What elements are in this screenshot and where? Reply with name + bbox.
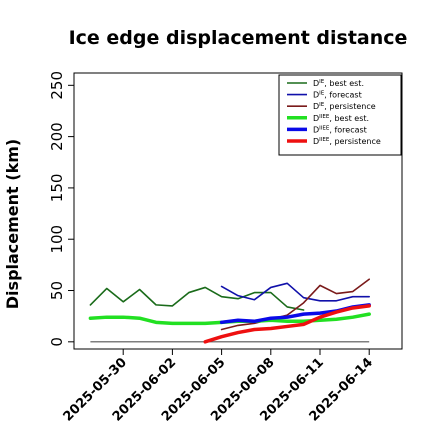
legend: DIE, best est. DIE, forecast DIE, persiste… — [278, 74, 402, 156]
chart-title: Ice edge displacement distance — [69, 27, 408, 49]
legend-label: DIIEE, best est. — [313, 114, 369, 123]
y-tick-label: 200 — [48, 122, 66, 151]
series-line-1 — [89, 286, 305, 311]
y-tick-label: 250 — [48, 71, 66, 100]
y-axis-label: Displacement (km) — [3, 139, 22, 309]
legend-label: DIE, persistence — [313, 102, 376, 111]
series-line-2 — [220, 282, 371, 302]
y-tick-label: 50 — [48, 281, 66, 300]
plot-area — [88, 278, 371, 344]
legend-label: DIIEE, forecast — [313, 125, 367, 134]
y-tick-label: 0 — [48, 337, 66, 347]
series-line-6 — [203, 304, 371, 344]
legend-label: DIE, forecast — [313, 91, 362, 100]
y-tick-label: 100 — [48, 225, 66, 254]
y-tick-label: 150 — [48, 174, 66, 203]
legend-label: DIE, best est. — [313, 79, 364, 88]
legend-label: DIIEE, persistence — [313, 137, 381, 146]
series-line-3 — [220, 278, 371, 331]
plot-frame — [73, 72, 403, 350]
